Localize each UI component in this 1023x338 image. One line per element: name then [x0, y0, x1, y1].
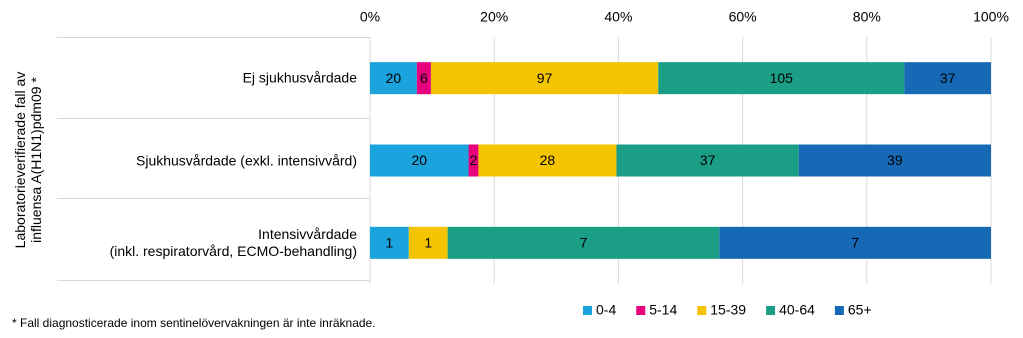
category-label: Ej sjukhusvårdade	[242, 69, 357, 86]
legend-swatch	[697, 306, 707, 315]
x-tick-label: 0%	[360, 9, 380, 25]
bar-segment	[370, 144, 469, 177]
x-tick-label: 80%	[853, 9, 881, 25]
bar-segment	[904, 62, 991, 95]
data-label: 105	[770, 70, 794, 86]
footnote: * Fall diagnosticerade inom sentinelöver…	[12, 316, 376, 330]
legend-swatch	[636, 306, 646, 315]
legend-swatch	[583, 306, 592, 315]
bar-segment	[370, 226, 409, 259]
data-label: 97	[537, 70, 553, 86]
legend-label: 65+	[848, 302, 872, 318]
bar-segment	[447, 226, 720, 259]
bar-segment	[658, 62, 905, 95]
bar-segment	[798, 144, 991, 177]
legend-label: 15-39	[710, 302, 746, 318]
data-label: 7	[580, 235, 588, 251]
category-label: Sjukhusvårdade (exkl. intensivvård)	[136, 152, 357, 168]
data-label: 1	[386, 235, 394, 251]
legend-swatch	[766, 306, 776, 315]
data-label: 37	[700, 152, 716, 168]
data-label: 1	[424, 235, 432, 251]
row-separators	[57, 37, 370, 281]
x-tick-label: 60%	[729, 9, 757, 25]
bar-segment	[416, 62, 431, 95]
bar-segment	[616, 144, 799, 177]
data-label: 2	[470, 152, 478, 168]
bar-segment	[719, 226, 991, 259]
legend-swatch	[834, 306, 844, 315]
bar-segment	[408, 226, 448, 259]
data-label: 37	[940, 70, 956, 86]
bar-segment	[370, 62, 417, 95]
data-label: 20	[386, 70, 402, 86]
category-label: Intensivvårdade (inkl. respiratorvård, E…	[109, 225, 357, 259]
x-tick-label: 100%	[973, 9, 1009, 25]
legend-label: 0-4	[596, 302, 616, 318]
data-label: 28	[540, 152, 556, 168]
data-label: 6	[420, 70, 428, 86]
x-tick-label: 40%	[604, 9, 632, 25]
data-label: 7	[851, 235, 859, 251]
bar-segment	[468, 144, 479, 177]
legend-label: 40-64	[779, 302, 815, 318]
bar-segment	[430, 62, 659, 95]
data-label: 20	[411, 152, 427, 168]
x-tick-label: 20%	[480, 9, 508, 25]
data-label: 39	[887, 152, 903, 168]
legend-label: 5-14	[649, 302, 677, 318]
bar-segment	[478, 144, 617, 177]
